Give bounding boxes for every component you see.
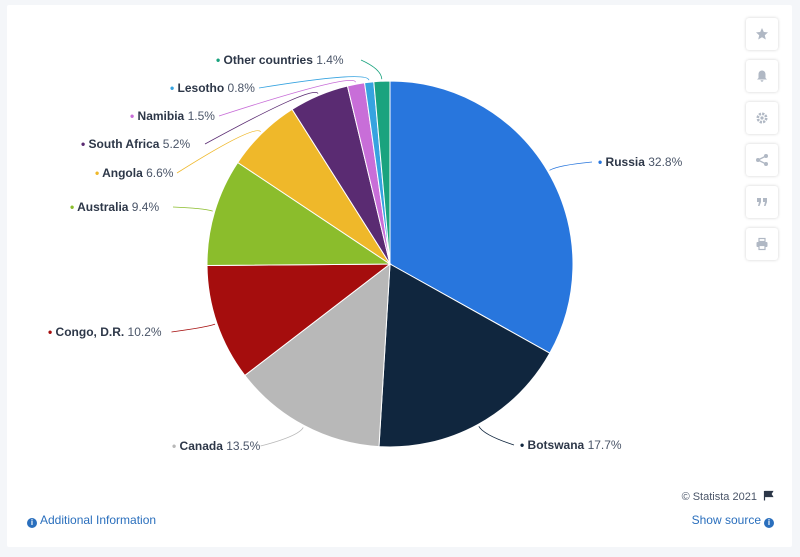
share-button[interactable] (746, 144, 778, 176)
pie-slice-canada[interactable] (244, 262, 391, 448)
flag-icon (763, 490, 774, 501)
pie-labels: • Russia 32.8% • Botswana 17.7% • Canada 1… (48, 53, 683, 453)
connector-south-africa (204, 92, 319, 145)
cite-button[interactable] (746, 186, 778, 218)
connector-russia (549, 161, 593, 171)
statista-credit[interactable]: © Statista 2021 (682, 490, 774, 503)
additional-information-link[interactable]: i Additional Information (27, 513, 156, 528)
connector-canada (260, 427, 304, 447)
star-icon (756, 28, 768, 40)
slice-label-angola: • Angola 6.6% (95, 166, 174, 180)
label-connectors (171, 59, 593, 447)
connector-botswana (478, 426, 515, 446)
notification-button[interactable] (746, 60, 778, 92)
favorite-button[interactable] (746, 18, 778, 50)
chart-toolbar (746, 18, 778, 260)
info-icon: i (764, 518, 774, 528)
additional-information-label: Additional Information (40, 513, 157, 527)
slice-label-australia: • Australia 9.4% (70, 200, 159, 214)
slice-label-lesotho: • Lesotho 0.8% (170, 81, 255, 95)
connector-namibia (218, 80, 356, 117)
bell-icon (757, 70, 767, 82)
slice-label-russia: • Russia 32.8% (598, 155, 683, 169)
pie-slices (206, 80, 574, 448)
pie-slice-australia[interactable] (206, 161, 392, 266)
settings-button[interactable] (746, 102, 778, 134)
show-source-link[interactable]: Show source i (692, 513, 774, 528)
quote-icon (757, 198, 767, 206)
print-icon (756, 237, 768, 251)
show-source-label: Show source (691, 513, 761, 527)
connector-australia (172, 206, 213, 212)
share-icon (756, 154, 768, 166)
pie-slice-russia[interactable] (389, 80, 574, 354)
connector-angola (176, 130, 262, 174)
slice-label-canada: • Canada 13.5% (172, 439, 261, 453)
connector-congo-d-r (171, 323, 216, 333)
connector-lesotho (258, 76, 370, 89)
gear-icon (756, 112, 768, 124)
print-button[interactable] (746, 228, 778, 260)
info-icon: i (27, 518, 37, 528)
slice-label-botswana: • Botswana 17.7% (520, 438, 622, 452)
slice-label-other-countries: • Other countries 1.4% (216, 53, 344, 67)
pie-slice-botswana[interactable] (378, 263, 551, 448)
pie-slice-congo-d-r[interactable] (206, 263, 392, 377)
slice-label-south-africa: • South Africa 5.2% (81, 137, 190, 151)
slice-label-congo-d-r: • Congo, D.R. 10.2% (48, 325, 162, 339)
slice-label-namibia: • Namibia 1.5% (130, 109, 215, 123)
pie-slice-other-countries[interactable] (373, 80, 391, 265)
credit-text: © Statista 2021 (681, 491, 757, 503)
connector-other-countries (360, 59, 383, 80)
